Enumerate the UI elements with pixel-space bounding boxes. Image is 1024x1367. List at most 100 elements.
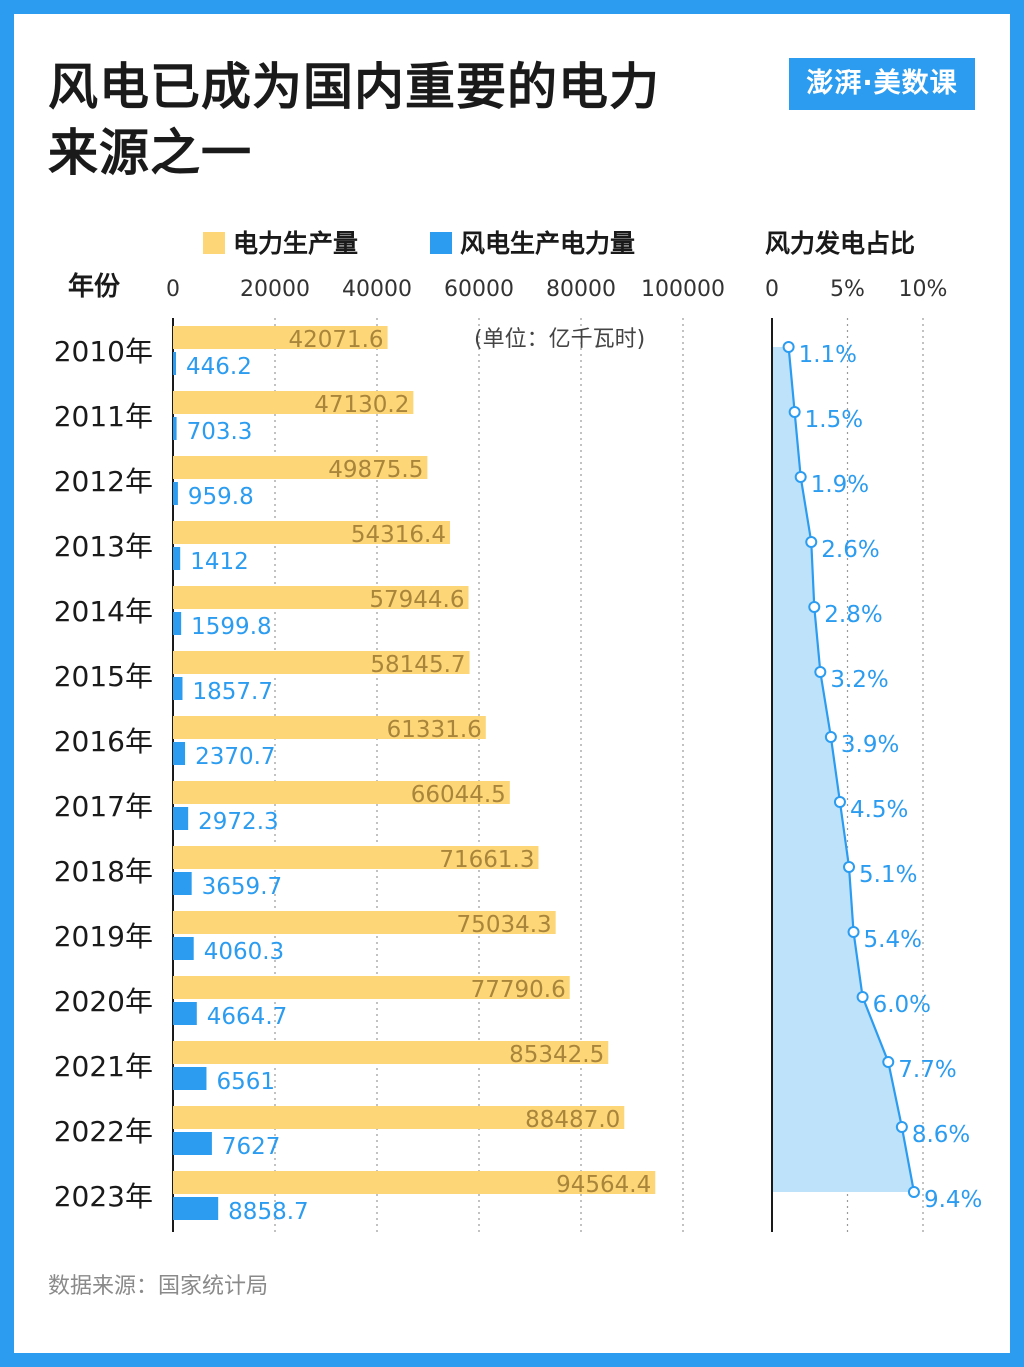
- bar-wind: [173, 1132, 212, 1155]
- bar-wind: [173, 937, 194, 960]
- title-line-1: 风电已成为国内重要的电力: [48, 58, 660, 116]
- bar-total-value-label: 57944.6: [369, 587, 464, 613]
- share-point: [856, 991, 869, 1003]
- bar-wind-value-label: 4060.3: [204, 939, 284, 965]
- bar-total: [173, 846, 539, 869]
- bar-total-value-label: 88487.0: [525, 1107, 620, 1133]
- x-tick-label: 60000: [444, 277, 514, 302]
- share-point: [808, 601, 821, 613]
- bar-total-value-label: 75034.3: [457, 912, 552, 938]
- share-value-label: 1.1%: [799, 342, 857, 368]
- share-point: [814, 666, 827, 678]
- bar-total-value-label: 49875.5: [328, 457, 423, 483]
- bar-wind-value-label: 1412: [190, 549, 249, 575]
- category-label: 2020年: [54, 985, 153, 1018]
- legend-label-wind: 风电生产电力量: [460, 229, 635, 258]
- category-label: 2017年: [54, 790, 153, 823]
- share-value-label: 6.0%: [873, 992, 931, 1018]
- share-x-tick-label: 10%: [899, 277, 948, 302]
- bar-wind: [173, 807, 189, 830]
- bar-total: [173, 391, 414, 414]
- share-line: [787, 346, 916, 1193]
- bar-total: [173, 456, 428, 479]
- bar-total-value-label: 94564.4: [556, 1172, 651, 1198]
- category-label: 2011年: [54, 400, 153, 433]
- bar-wind: [173, 1002, 197, 1025]
- bar-wind: [173, 1197, 219, 1220]
- share-point: [895, 1121, 908, 1133]
- x-tick-label: 0: [166, 277, 180, 302]
- bar-total: [173, 326, 388, 349]
- category-label: 2022年: [54, 1115, 153, 1148]
- bar-wind: [173, 482, 178, 505]
- category-label: 2010年: [54, 335, 153, 368]
- share-point: [907, 1186, 920, 1198]
- bar-wind-value-label: 2972.3: [198, 809, 278, 835]
- bar-total-value-label: 54316.4: [351, 522, 446, 548]
- share-point: [882, 1056, 895, 1068]
- share-value-label: 3.9%: [841, 732, 899, 758]
- share-value-label: 7.7%: [898, 1057, 956, 1083]
- bar-total-value-label: 66044.5: [411, 782, 506, 808]
- share-value-label: 1.9%: [811, 472, 869, 498]
- share-value-label: 1.5%: [805, 407, 863, 433]
- x-tick-label: 40000: [342, 277, 412, 302]
- bar-total-value-label: 58145.7: [370, 652, 465, 678]
- x-tick-label: 100000: [641, 277, 725, 302]
- bar-wind: [173, 612, 182, 635]
- bar-wind-value-label: 8858.7: [228, 1199, 308, 1225]
- bar-total-value-label: 85342.5: [509, 1042, 604, 1068]
- bar-total-value-label: 77790.6: [471, 977, 566, 1003]
- legend-swatch-total: [203, 232, 225, 254]
- bar-wind-value-label: 3659.7: [202, 874, 282, 900]
- bar-wind: [173, 352, 176, 375]
- category-label: 2021年: [54, 1050, 153, 1083]
- bar-total: [173, 716, 486, 739]
- share-x-tick-label: 0: [765, 277, 779, 302]
- bar-wind: [173, 872, 192, 895]
- share-area: [772, 347, 914, 1192]
- bar-wind-value-label: 1857.7: [192, 679, 272, 705]
- title-line-2: 来源之一: [48, 124, 252, 182]
- share-value-label: 3.2%: [830, 667, 888, 693]
- bar-wind: [173, 547, 181, 570]
- legend-label-total: 电力生产量: [233, 229, 358, 258]
- bar-total: [173, 976, 570, 999]
- share-x-tick-label: 5%: [830, 277, 865, 302]
- bar-total-value-label: 42071.6: [288, 327, 383, 353]
- bar-total: [173, 521, 451, 544]
- share-value-label: 2.6%: [821, 537, 879, 563]
- share-value-label: 8.6%: [912, 1122, 970, 1148]
- bar-total: [173, 651, 470, 674]
- category-label: 2018年: [54, 855, 153, 888]
- category-label: 2019年: [54, 920, 153, 953]
- share-value-label: 5.1%: [859, 862, 917, 888]
- bar-total: [173, 1041, 609, 1064]
- share-point: [782, 341, 795, 353]
- bar-total-value-label: 71661.3: [439, 847, 534, 873]
- share-value-label: 2.8%: [824, 602, 882, 628]
- bar-wind-value-label: 6561: [216, 1069, 275, 1095]
- category-axis-header: 年份: [68, 271, 120, 302]
- share-point: [843, 861, 856, 873]
- unit-note: (单位：亿千瓦时): [474, 327, 645, 352]
- share-point: [847, 926, 860, 938]
- bar-wind-value-label: 446.2: [186, 354, 252, 380]
- bar-total: [173, 586, 469, 609]
- bar-wind-value-label: 1599.8: [191, 614, 271, 640]
- x-tick-label: 80000: [546, 277, 616, 302]
- share-value-label: 9.4%: [924, 1187, 982, 1213]
- category-label: 2015年: [54, 660, 153, 693]
- bar-total: [173, 1171, 656, 1194]
- bar-wind-value-label: 7627: [222, 1134, 281, 1160]
- x-tick-label: 20000: [240, 277, 310, 302]
- category-label: 2016年: [54, 725, 153, 758]
- share-value-label: 5.4%: [864, 927, 922, 953]
- share-point: [824, 731, 837, 743]
- bar-total-value-label: 47130.2: [314, 392, 409, 418]
- bar-total: [173, 781, 510, 804]
- bar-total: [173, 1106, 625, 1129]
- data-source-note: 数据来源：国家统计局: [48, 1274, 269, 1299]
- publisher-logo: 澎湃·美数课: [789, 58, 975, 110]
